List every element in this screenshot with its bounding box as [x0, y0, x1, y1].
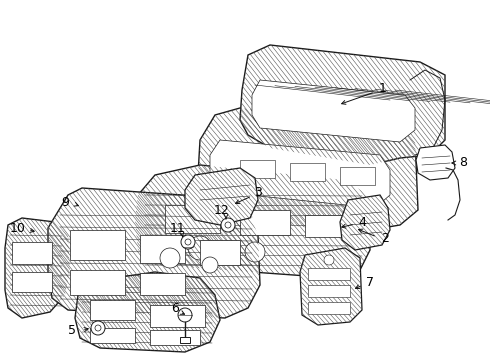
Polygon shape [5, 218, 70, 318]
Bar [165, 205, 220, 233]
Polygon shape [300, 248, 362, 325]
Text: 11: 11 [170, 221, 186, 234]
Polygon shape [75, 272, 220, 352]
Circle shape [178, 308, 192, 322]
Polygon shape [340, 195, 390, 250]
Polygon shape [198, 108, 418, 232]
Bar [140, 273, 185, 295]
Bar [308, 285, 350, 297]
Text: 9: 9 [61, 195, 69, 208]
Polygon shape [240, 45, 445, 165]
Circle shape [91, 321, 105, 335]
Circle shape [221, 218, 235, 232]
Polygon shape [198, 108, 418, 232]
Text: 3: 3 [254, 185, 262, 198]
Circle shape [225, 222, 231, 228]
Text: 6: 6 [171, 302, 179, 315]
Bar [180, 337, 190, 343]
Polygon shape [48, 188, 260, 318]
Bar [90, 328, 135, 343]
Circle shape [95, 325, 101, 331]
Bar [140, 235, 185, 263]
Text: 4: 4 [358, 216, 366, 229]
Text: 12: 12 [214, 203, 230, 216]
Circle shape [202, 257, 218, 273]
Bar [70, 230, 125, 260]
Polygon shape [416, 145, 455, 180]
Polygon shape [240, 45, 445, 165]
Bar [12, 242, 52, 264]
Bar [150, 330, 200, 345]
Bar [90, 300, 135, 320]
Polygon shape [185, 168, 258, 225]
Polygon shape [252, 80, 415, 142]
Polygon shape [185, 168, 258, 225]
Polygon shape [48, 188, 260, 318]
Polygon shape [340, 195, 390, 250]
Circle shape [160, 248, 180, 268]
Bar [308, 302, 350, 314]
Text: 7: 7 [366, 275, 374, 288]
Bar [70, 270, 125, 295]
Bar [150, 305, 205, 327]
Circle shape [185, 239, 191, 245]
Circle shape [245, 242, 265, 262]
Bar [290, 163, 325, 181]
Circle shape [181, 235, 195, 249]
Text: 2: 2 [381, 231, 389, 244]
Bar [240, 210, 290, 235]
Bar [305, 215, 350, 237]
Polygon shape [210, 140, 390, 208]
Polygon shape [300, 248, 362, 325]
Polygon shape [75, 272, 220, 352]
Bar [200, 240, 240, 265]
Bar [240, 160, 275, 178]
Text: 1: 1 [379, 81, 387, 94]
Polygon shape [135, 165, 370, 278]
Polygon shape [135, 165, 370, 278]
Circle shape [324, 255, 334, 265]
Polygon shape [5, 218, 70, 318]
Circle shape [188, 236, 212, 260]
Text: 10: 10 [10, 221, 26, 234]
Text: 5: 5 [68, 324, 76, 337]
Text: 8: 8 [459, 156, 467, 168]
Bar [12, 272, 52, 292]
Bar [308, 268, 350, 280]
Bar [340, 167, 375, 185]
